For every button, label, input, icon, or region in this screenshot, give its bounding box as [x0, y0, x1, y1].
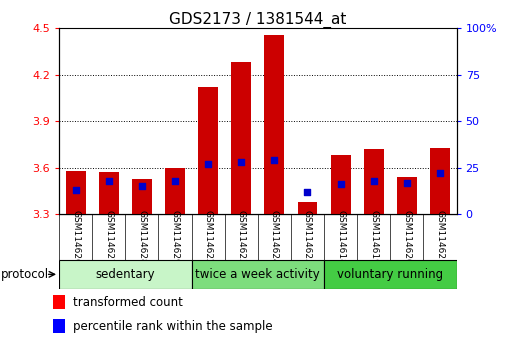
- Point: [303, 189, 311, 195]
- Text: percentile rank within the sample: percentile rank within the sample: [73, 320, 273, 333]
- Bar: [231, 62, 251, 214]
- Text: twice a week activity: twice a week activity: [195, 268, 320, 281]
- Text: GSM114626: GSM114626: [71, 210, 80, 264]
- Bar: [53, 319, 65, 333]
- Text: GSM114627: GSM114627: [104, 210, 113, 264]
- Bar: [66, 171, 86, 214]
- Text: GSM114621: GSM114621: [436, 210, 444, 264]
- Text: GSM114619: GSM114619: [369, 210, 378, 265]
- Bar: [59, 260, 191, 289]
- Bar: [324, 260, 457, 289]
- Point: [204, 161, 212, 167]
- Text: sedentary: sedentary: [95, 268, 155, 281]
- Bar: [364, 149, 384, 214]
- Point: [270, 158, 279, 163]
- Bar: [264, 35, 284, 214]
- Bar: [397, 177, 417, 214]
- Text: GSM114624: GSM114624: [270, 210, 279, 264]
- Point: [403, 180, 411, 185]
- Text: GSM114622: GSM114622: [204, 210, 212, 264]
- Bar: [331, 155, 350, 214]
- Point: [436, 170, 444, 176]
- Text: GSM114623: GSM114623: [236, 210, 246, 264]
- Text: voluntary running: voluntary running: [337, 268, 443, 281]
- Bar: [53, 296, 65, 309]
- Point: [370, 178, 378, 183]
- Bar: [430, 148, 450, 214]
- Bar: [298, 202, 318, 214]
- Text: protocol: protocol: [1, 268, 49, 281]
- Point: [137, 183, 146, 189]
- Point: [237, 159, 245, 165]
- Bar: [98, 172, 119, 214]
- Text: GSM114620: GSM114620: [402, 210, 411, 264]
- Bar: [132, 178, 152, 214]
- Text: GSM114629: GSM114629: [170, 210, 180, 264]
- Bar: [198, 87, 218, 214]
- Title: GDS2173 / 1381544_at: GDS2173 / 1381544_at: [169, 12, 346, 28]
- Text: transformed count: transformed count: [73, 296, 183, 309]
- Point: [71, 187, 80, 193]
- Text: GSM114628: GSM114628: [137, 210, 146, 264]
- Point: [105, 178, 113, 183]
- Text: GSM114618: GSM114618: [336, 210, 345, 265]
- Bar: [191, 260, 324, 289]
- Point: [337, 182, 345, 187]
- Bar: [165, 168, 185, 214]
- Point: [171, 178, 179, 183]
- Text: GSM114625: GSM114625: [303, 210, 312, 264]
